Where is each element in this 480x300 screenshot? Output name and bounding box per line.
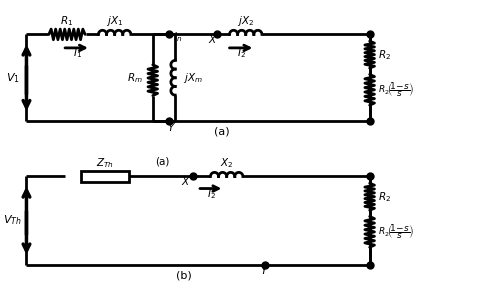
Text: $X$: $X$ [208,33,218,45]
Text: $I_2$: $I_2$ [238,46,246,60]
Text: $V_{Th}$: $V_{Th}$ [3,214,22,227]
Text: $Y$: $Y$ [168,121,176,133]
Text: $jX_2$: $jX_2$ [237,14,254,28]
Text: $jX_m$: $jX_m$ [183,71,203,85]
Bar [81,171,129,182]
Text: (a): (a) [155,156,169,167]
Text: $R_m$: $R_m$ [127,71,142,85]
Text: $Z_{Th}$: $Z_{Th}$ [96,156,114,170]
Text: $R_2$: $R_2$ [378,190,391,204]
Text: $R_1$: $R_1$ [60,14,73,28]
Text: $X_2$: $X_2$ [220,156,233,170]
Text: $R_2\!\left(\!\dfrac{1\!-\!s}{s}\!\right)$: $R_2\!\left(\!\dfrac{1\!-\!s}{s}\!\right… [378,80,414,99]
Text: $R_2$: $R_2$ [378,48,391,62]
Text: (b): (b) [176,270,192,280]
Text: $X$: $X$ [181,175,191,187]
Text: $V_1$: $V_1$ [6,71,20,85]
Text: $Y$: $Y$ [260,264,269,276]
Text: $I_n$: $I_n$ [173,30,182,44]
Text: $R_2\!\left(\!\dfrac{1\!-\!s}{s}\!\right)$: $R_2\!\left(\!\dfrac{1\!-\!s}{s}\!\right… [378,223,414,241]
Text: $I_1$: $I_1$ [73,46,82,60]
Text: (a): (a) [214,127,230,136]
Text: $jX_1$: $jX_1$ [106,14,123,28]
Text: $I_2$: $I_2$ [207,187,216,200]
